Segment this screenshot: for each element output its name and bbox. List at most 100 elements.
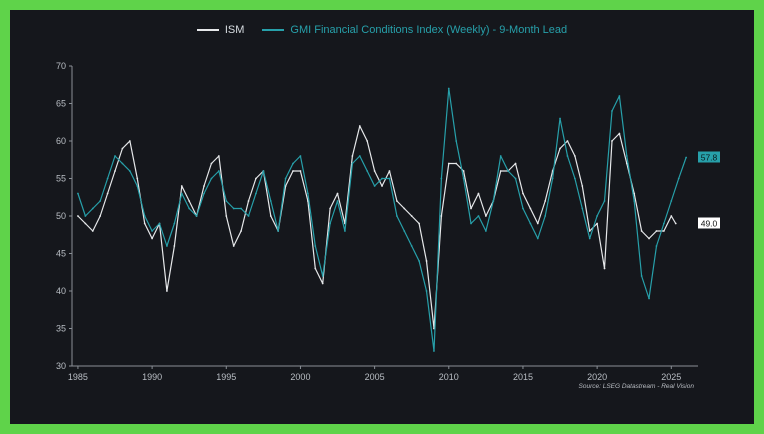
gmi-data-point — [358, 155, 361, 157]
ism-data-point — [217, 155, 220, 157]
ism-data-point — [329, 207, 332, 210]
gmi-data-point — [292, 162, 294, 165]
ism-data-point — [388, 170, 391, 172]
ism-data-point — [603, 267, 606, 270]
gmi-data-point — [195, 215, 198, 217]
gmi-data-point — [529, 222, 532, 225]
gmi-data-point — [507, 170, 510, 172]
gmi-data-point — [158, 222, 161, 225]
gmi-data-point — [499, 155, 502, 157]
gmi-data-point — [91, 207, 94, 210]
gmi-end-label: 57.8 — [701, 153, 718, 163]
legend-label-ism: ISM — [224, 24, 245, 36]
gmi-data-point — [477, 215, 480, 217]
ism-data-point — [581, 185, 584, 187]
gmi-data-point — [470, 222, 472, 225]
ism-data-point — [321, 282, 324, 285]
gmi-data-point — [403, 230, 406, 232]
ism-data-point — [440, 215, 443, 217]
gmi-data-point — [596, 215, 599, 217]
gmi-data-point — [344, 230, 346, 232]
gmi-data-point — [284, 177, 287, 180]
ism-data-point — [166, 290, 168, 292]
gmi-data-point — [611, 110, 613, 112]
gmi-data-point — [336, 200, 339, 202]
gmi-data-point — [329, 222, 332, 225]
ism-data-point — [299, 170, 302, 172]
ism-series-line — [77, 125, 677, 330]
ism-data-point — [640, 230, 643, 232]
ism-data-point — [255, 177, 257, 180]
ism-data-point — [470, 207, 472, 210]
gmi-data-point — [633, 200, 636, 202]
gmi-data-point — [232, 207, 235, 210]
gmi-data-point — [536, 237, 539, 240]
ism-data-point — [225, 215, 228, 217]
gmi-data-point — [188, 207, 191, 210]
y-tick-label: 60 — [56, 136, 66, 146]
x-tick-label: 1990 — [142, 372, 162, 382]
y-tick-label: 45 — [56, 249, 66, 259]
gmi-data-point — [151, 230, 154, 232]
x-tick-label: 1985 — [68, 372, 88, 382]
ism-data-point — [655, 230, 658, 232]
ism-data-point — [143, 222, 146, 225]
ism-data-point — [121, 147, 124, 150]
legend-swatch-ism — [196, 29, 219, 31]
ism-data-point — [173, 245, 176, 247]
legend-item-gmi: GMI Financial Conditions Index (Weekly) … — [262, 24, 567, 36]
ism-data-point — [128, 140, 131, 142]
ism-data-point — [566, 140, 569, 142]
ism-data-point — [484, 215, 487, 217]
gmi-data-point — [685, 156, 688, 159]
ism-data-point — [240, 230, 243, 232]
ism-data-point — [544, 200, 547, 202]
ism-data-point — [618, 132, 621, 135]
gmi-data-point — [618, 95, 621, 97]
ism-end-label: 49.0 — [701, 219, 718, 229]
x-tick-label: 2025 — [661, 372, 681, 382]
ism-data-point — [351, 155, 354, 157]
legend-swatch-gmi — [262, 29, 285, 31]
gmi-data-point — [640, 275, 643, 277]
ism-data-point — [410, 215, 413, 217]
ism-data-point — [373, 170, 376, 172]
gmi-data-point — [128, 170, 131, 172]
y-tick-label: 30 — [56, 361, 66, 371]
ism-data-point — [269, 215, 272, 217]
gmi-data-point — [492, 200, 495, 202]
x-tick-label: 2015 — [513, 372, 533, 382]
gmi-data-point — [299, 155, 302, 157]
gmi-data-point — [455, 140, 458, 142]
gmi-data-point — [662, 222, 665, 225]
ism-data-point — [180, 185, 183, 187]
gmi-data-point — [670, 200, 673, 202]
ism-data-point — [292, 170, 294, 172]
legend-label-gmi: GMI Financial Conditions Index (Weekly) … — [290, 24, 568, 36]
ism-data-point — [611, 140, 613, 142]
ism-data-point — [403, 207, 406, 210]
ism-data-point — [529, 207, 532, 210]
ism-data-point — [77, 215, 79, 217]
gmi-data-point — [210, 177, 213, 180]
ism-data-point — [674, 222, 677, 225]
gmi-data-point — [114, 155, 116, 157]
gmi-data-point — [677, 177, 680, 180]
gmi-data-point — [655, 245, 658, 247]
gmi-data-point — [314, 245, 317, 247]
ism-data-point — [662, 230, 665, 232]
gmi-data-point — [381, 177, 383, 180]
ism-data-point — [648, 237, 650, 240]
gmi-data-point — [366, 170, 369, 172]
gmi-data-point — [559, 117, 561, 120]
gmi-data-point — [247, 215, 250, 217]
gmi-data-point — [410, 245, 413, 247]
ism-data-point — [188, 200, 191, 202]
ism-data-point — [573, 155, 576, 157]
gmi-data-point — [440, 177, 443, 180]
ism-data-point — [462, 170, 465, 172]
gmi-data-point — [217, 170, 220, 172]
gmi-data-point — [603, 200, 606, 202]
ism-data-point — [418, 222, 421, 225]
gmi-data-point — [388, 177, 391, 180]
